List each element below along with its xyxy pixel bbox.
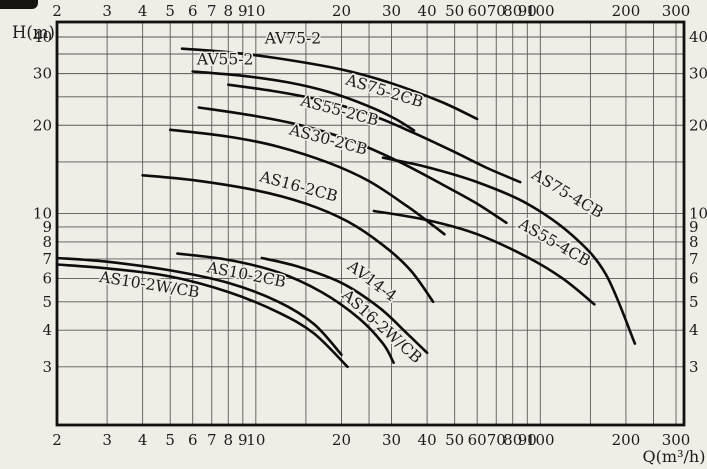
x-tick-top-40: 40 <box>418 2 437 20</box>
y-tick-left-6: 6 <box>42 270 52 288</box>
x-tick-top-10: 10 <box>246 2 265 20</box>
x-tick-top-6: 6 <box>188 2 198 20</box>
y-tick-right-4: 4 <box>689 321 699 339</box>
x-tick-bottom-300: 300 <box>662 431 691 449</box>
curve-AS16-2CB <box>141 174 435 304</box>
x-tick-bottom-30: 30 <box>382 431 401 449</box>
x-tick-top-4: 4 <box>138 2 148 20</box>
x-tick-top-300: 300 <box>662 2 691 20</box>
curve-AS10-2CB <box>55 256 343 356</box>
x-tick-bottom-6: 6 <box>188 431 198 449</box>
x-tick-top-8: 8 <box>223 2 233 20</box>
curve-AS75-2CB <box>227 83 522 184</box>
x-tick-bottom-9: 9 <box>238 431 248 449</box>
y-tick-right-6: 6 <box>689 270 699 288</box>
y-tick-left-5: 5 <box>42 293 52 311</box>
curve-AV75-2 <box>180 47 479 121</box>
curve-AS16-2W/CB <box>176 252 395 364</box>
x-tick-top-2: 2 <box>52 2 62 20</box>
x-tick-bottom-3: 3 <box>102 431 112 449</box>
y-tick-left-40: 40 <box>33 28 52 46</box>
y-tick-left-10: 10 <box>33 205 52 223</box>
x-tick-bottom-40: 40 <box>418 431 437 449</box>
curve-AS30-2CB <box>168 128 446 236</box>
y-tick-right-40: 40 <box>689 28 707 46</box>
y-tick-right-7: 7 <box>689 250 699 268</box>
y-tick-left-7: 7 <box>42 250 52 268</box>
x-tick-top-3: 3 <box>102 2 112 20</box>
x-tick-bottom-50: 50 <box>445 431 464 449</box>
curve-AS55-4CB <box>372 209 596 306</box>
x-tick-top-5: 5 <box>165 2 175 20</box>
y-tick-right-8: 8 <box>689 233 699 251</box>
plot-border <box>55 20 686 427</box>
y-tick-left-9: 9 <box>42 218 52 236</box>
curve-AS75-4CB <box>381 156 637 345</box>
y-tick-left-3: 3 <box>42 358 52 376</box>
x-tick-bottom-10: 10 <box>246 431 265 449</box>
x-tick-bottom-80: 80 <box>503 431 522 449</box>
x-tick-bottom-5: 5 <box>165 431 175 449</box>
curve-AV55-2 <box>191 70 416 132</box>
x-tick-bottom-200: 200 <box>612 431 641 449</box>
curve-AS10-2W/CB <box>55 263 349 369</box>
y-tick-right-10: 10 <box>689 205 707 223</box>
x-axis-title: Q(m³/h) <box>643 447 706 466</box>
x-tick-top-9: 9 <box>238 2 248 20</box>
x-tick-top-50: 50 <box>445 2 464 20</box>
y-tick-right-9: 9 <box>689 218 699 236</box>
x-tick-top-60: 60 <box>468 2 487 20</box>
x-tick-bottom-4: 4 <box>138 431 148 449</box>
x-tick-bottom-70: 70 <box>487 431 506 449</box>
scan-artifact <box>0 0 38 9</box>
x-tick-bottom-8: 8 <box>223 431 233 449</box>
y-tick-left-4: 4 <box>42 321 52 339</box>
x-tick-top-30: 30 <box>382 2 401 20</box>
y-tick-right-5: 5 <box>689 293 699 311</box>
x-tick-top-20: 20 <box>332 2 351 20</box>
y-tick-right-3: 3 <box>689 358 699 376</box>
x-tick-bottom-20: 20 <box>332 431 351 449</box>
x-tick-bottom-90: 90 <box>518 431 537 449</box>
x-tick-top-80: 80 <box>503 2 522 20</box>
x-tick-top-70: 70 <box>487 2 506 20</box>
x-tick-bottom-100: 100 <box>526 431 555 449</box>
y-axis-title: H(m) <box>12 23 55 42</box>
curve-label-AV55-2: AV55-2 <box>196 51 253 69</box>
x-tick-bottom-7: 7 <box>207 431 217 449</box>
y-tick-right-30: 30 <box>689 65 707 83</box>
x-tick-bottom-60: 60 <box>468 431 487 449</box>
x-tick-top-90: 90 <box>518 2 537 20</box>
x-tick-top-7: 7 <box>207 2 217 20</box>
y-tick-left-20: 20 <box>33 116 52 134</box>
curve-label-AV75-2: AV75-2 <box>264 30 321 48</box>
curve-AS55-2CB <box>197 106 508 225</box>
curve-AV14-4 <box>260 256 429 355</box>
x-tick-top-100: 100 <box>526 2 555 20</box>
y-tick-left-8: 8 <box>42 233 52 251</box>
y-tick-right-20: 20 <box>689 116 707 134</box>
x-tick-bottom-2: 2 <box>52 431 62 449</box>
x-tick-top-200: 200 <box>612 2 641 20</box>
y-tick-left-30: 30 <box>33 65 52 83</box>
